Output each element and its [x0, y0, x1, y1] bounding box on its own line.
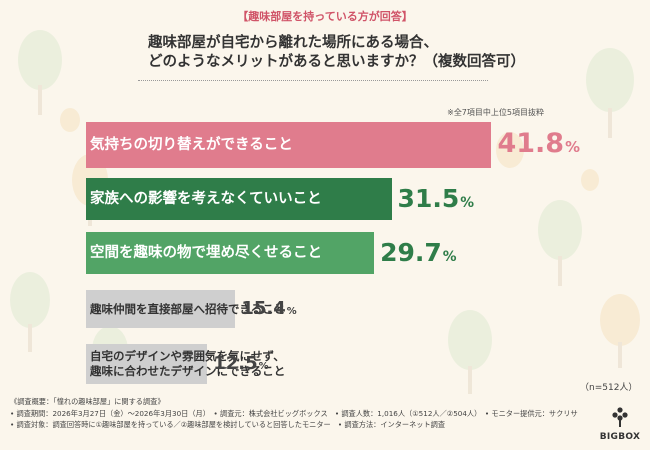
bar-value-unit: % — [460, 194, 475, 211]
survey-overview-title: 《調査概要：「憧れの趣味部屋」に関する調査》 — [10, 397, 165, 406]
question-line-2: どのようなメリットがあると思いますか？（複数回答可） — [148, 54, 525, 70]
bar-label-line: 趣味に合わせたデザインにできること — [90, 364, 286, 378]
bar-2 — [86, 178, 392, 220]
bar-value-number: 29.7 — [380, 237, 442, 267]
survey-overview-line: • 調査期間：2026年3月27日（金）～2026年3月30日（月） • 調査元… — [10, 408, 578, 418]
respondent-tag: 【趣味部屋を持っている方が回答】 — [237, 10, 413, 23]
survey-overview-line: • 調査対象：調査回答時に①趣味部屋を持っている／②趣味部屋を検討していると回答… — [10, 420, 446, 429]
bar-value-2: 31.5% — [398, 184, 474, 213]
bar-value-unit: % — [258, 360, 269, 372]
bar-value-number: 12.5 — [213, 352, 258, 374]
excerpt-note: ※全7項目中上位5項目抜粋 — [447, 108, 544, 117]
survey-overview: 《調査概要：「憧れの趣味部屋」に関する調査》 • 調査期間：2026年3月27日… — [10, 396, 578, 431]
bar-value-unit: % — [442, 248, 457, 265]
logo-text: BIGBOX — [599, 432, 641, 442]
bar-label-line: 家族への影響を考えなくていいこと — [90, 190, 322, 207]
bar-5 — [86, 344, 208, 384]
bar-1 — [86, 122, 492, 168]
bar-label-line: 自宅のデザインや雰囲気を気にせず、 — [90, 349, 285, 363]
bar-value-1: 41.8% — [497, 128, 580, 159]
tree-logo-icon — [612, 407, 628, 427]
bar-value-4: 15.4% — [241, 298, 296, 319]
bar-value-number: 15.4 — [241, 297, 286, 319]
bar-value-5: 12.5% — [213, 353, 268, 374]
bar-label-line: 空間を趣味の物で埋め尽くせること — [90, 244, 322, 261]
bar-value-unit: % — [286, 305, 297, 317]
bar-label-5: 自宅のデザインや雰囲気を気にせず、 趣味に合わせたデザインにできること — [90, 349, 285, 379]
bar-label-2: 家族への影響を考えなくていいこと — [90, 190, 322, 209]
bar-3 — [86, 232, 375, 274]
bar-label-1: 気持ちの切り替えができること — [90, 136, 293, 155]
question-line-1: 趣味部屋が自宅から離れた場所にある場合、 — [148, 35, 438, 51]
bar-label-3: 空間を趣味の物で埋め尽くせること — [90, 244, 322, 263]
question-title: 趣味部屋が自宅から離れた場所にある場合、 どのようなメリットがあると思いますか？… — [148, 34, 568, 72]
bigbox-logo: BIGBOX — [598, 406, 642, 442]
question-divider — [138, 80, 488, 81]
bar-label-4: 趣味仲間を直接部屋へ招待できること — [90, 302, 285, 317]
sample-size-note: （n=512人） — [580, 383, 638, 393]
bar-value-number: 41.8 — [497, 128, 565, 160]
bar-label-line: 趣味仲間を直接部屋へ招待できること — [90, 301, 286, 316]
bar-4 — [86, 290, 236, 328]
bar-value-3: 29.7% — [380, 238, 456, 267]
bar-label-line: 気持ちの切り替えができること — [90, 136, 293, 153]
bar-value-unit: % — [565, 138, 580, 157]
bar-value-number: 31.5 — [397, 183, 460, 213]
